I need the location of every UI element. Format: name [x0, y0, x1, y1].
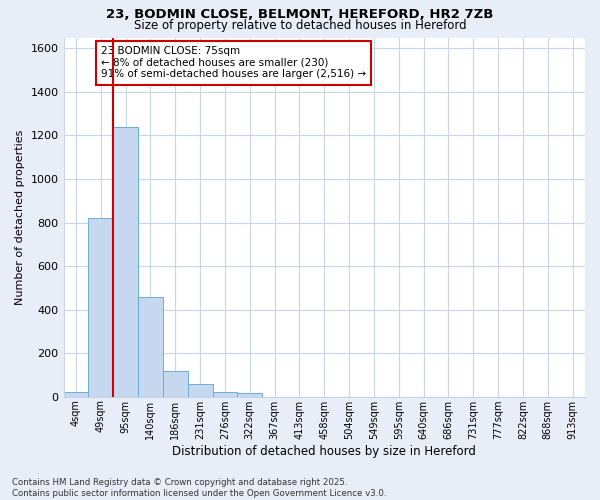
- Text: 23, BODMIN CLOSE, BELMONT, HEREFORD, HR2 7ZB: 23, BODMIN CLOSE, BELMONT, HEREFORD, HR2…: [106, 8, 494, 20]
- Bar: [113, 126, 138, 396]
- Text: Size of property relative to detached houses in Hereford: Size of property relative to detached ho…: [134, 18, 466, 32]
- Text: Contains HM Land Registry data © Crown copyright and database right 2025.
Contai: Contains HM Land Registry data © Crown c…: [12, 478, 386, 498]
- Bar: [188, 384, 212, 396]
- Bar: [138, 296, 163, 396]
- X-axis label: Distribution of detached houses by size in Hereford: Distribution of detached houses by size …: [172, 444, 476, 458]
- Bar: [212, 392, 238, 396]
- Bar: [64, 392, 88, 396]
- Bar: [238, 394, 262, 396]
- Bar: [88, 218, 113, 396]
- Bar: [163, 370, 188, 396]
- Text: 23 BODMIN CLOSE: 75sqm
← 8% of detached houses are smaller (230)
91% of semi-det: 23 BODMIN CLOSE: 75sqm ← 8% of detached …: [101, 46, 366, 80]
- Y-axis label: Number of detached properties: Number of detached properties: [15, 130, 25, 305]
